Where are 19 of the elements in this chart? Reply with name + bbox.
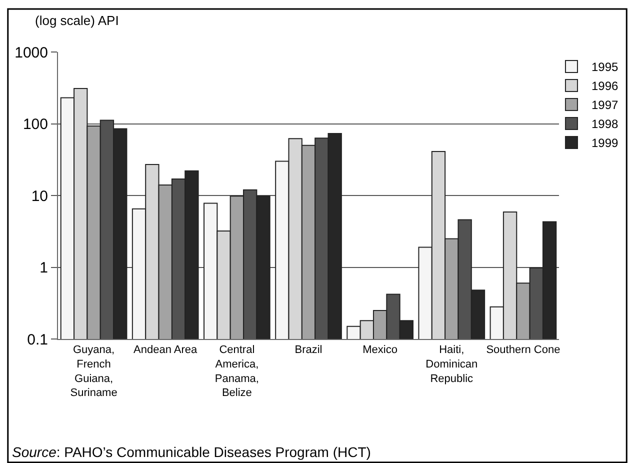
x-tick-label: Haiti, Dominican Republic [426,344,478,385]
x-tick-label: Brazil [294,344,322,356]
y-tick-label: 100 [22,116,48,133]
y-tick-label: 0.1 [27,331,48,348]
y-tick-label: 1 [40,260,48,276]
x-tick-label: Andean Area [134,344,198,356]
x-tick-label: Guyana, French Guiana, Suriname [70,344,118,400]
x-tick-label: Southern Cone [486,344,560,356]
legend-label: 1997 [591,98,619,112]
legend-label: 1995 [591,60,619,74]
legend-label: 1998 [591,117,619,132]
y-tick-label: 1000 [14,44,48,62]
legend-label: 1996 [591,79,619,94]
x-tick-label: Central America, Panama, Belize [214,344,259,400]
y-tick-label: 10 [31,188,48,205]
y-axis-title: (log scale) API [35,13,119,28]
source-note: Source: PAHO’s Communicable Diseases Program (HCT) [12,444,371,460]
x-tick-label: Mexico [362,344,398,356]
legend-label: 1999 [591,136,619,150]
